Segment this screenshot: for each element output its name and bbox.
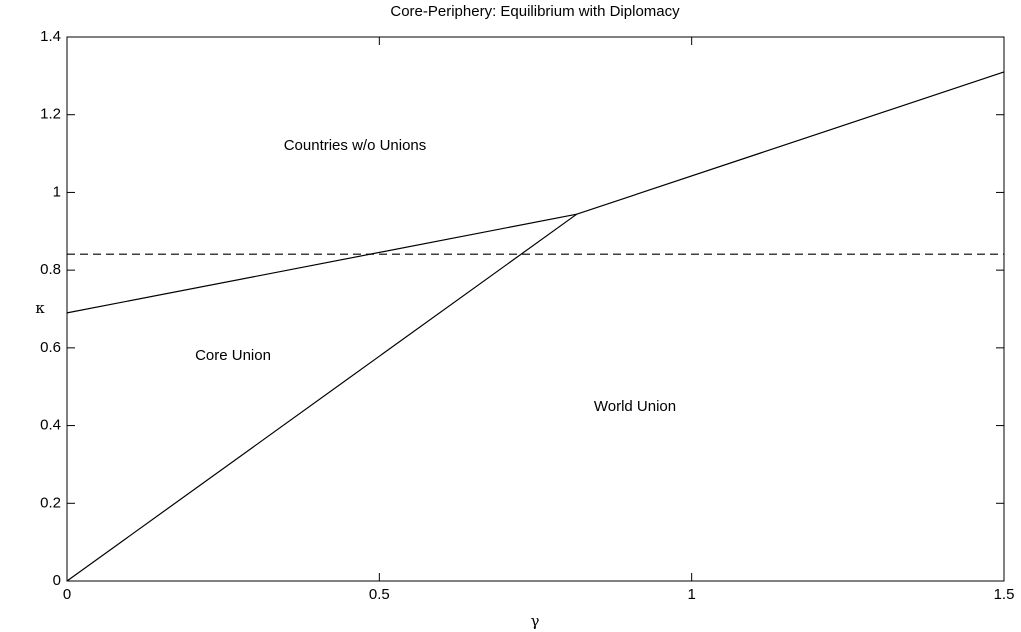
region-label: Countries w/o Unions [284, 137, 427, 154]
x-tick-label: 0 [63, 586, 71, 603]
y-tick-label: 0.2 [40, 494, 61, 511]
y-tick-label: 0 [53, 572, 61, 589]
y-tick-label: 0.6 [40, 339, 61, 356]
y-tick-label: 1.2 [40, 106, 61, 123]
x-axis-label: γ [531, 612, 540, 630]
y-tick-label: 1 [53, 183, 61, 200]
y-axis-label: κ [35, 299, 45, 317]
y-tick-label: 0.4 [40, 417, 61, 434]
x-tick-label: 0.5 [369, 586, 390, 603]
x-tick-label: 1 [687, 586, 695, 603]
y-tick-label: 1.4 [40, 28, 61, 45]
series-line [66, 71, 1005, 314]
region-label: Core Union [195, 347, 271, 364]
chart-title: Core-Periphery: Equilibrium with Diploma… [390, 3, 680, 20]
y-tick-label: 0.8 [40, 261, 61, 278]
plot-frame [66, 36, 1005, 582]
x-tick-label: 1.5 [994, 586, 1015, 603]
series-line [66, 213, 578, 582]
region-label: World Union [594, 398, 676, 415]
